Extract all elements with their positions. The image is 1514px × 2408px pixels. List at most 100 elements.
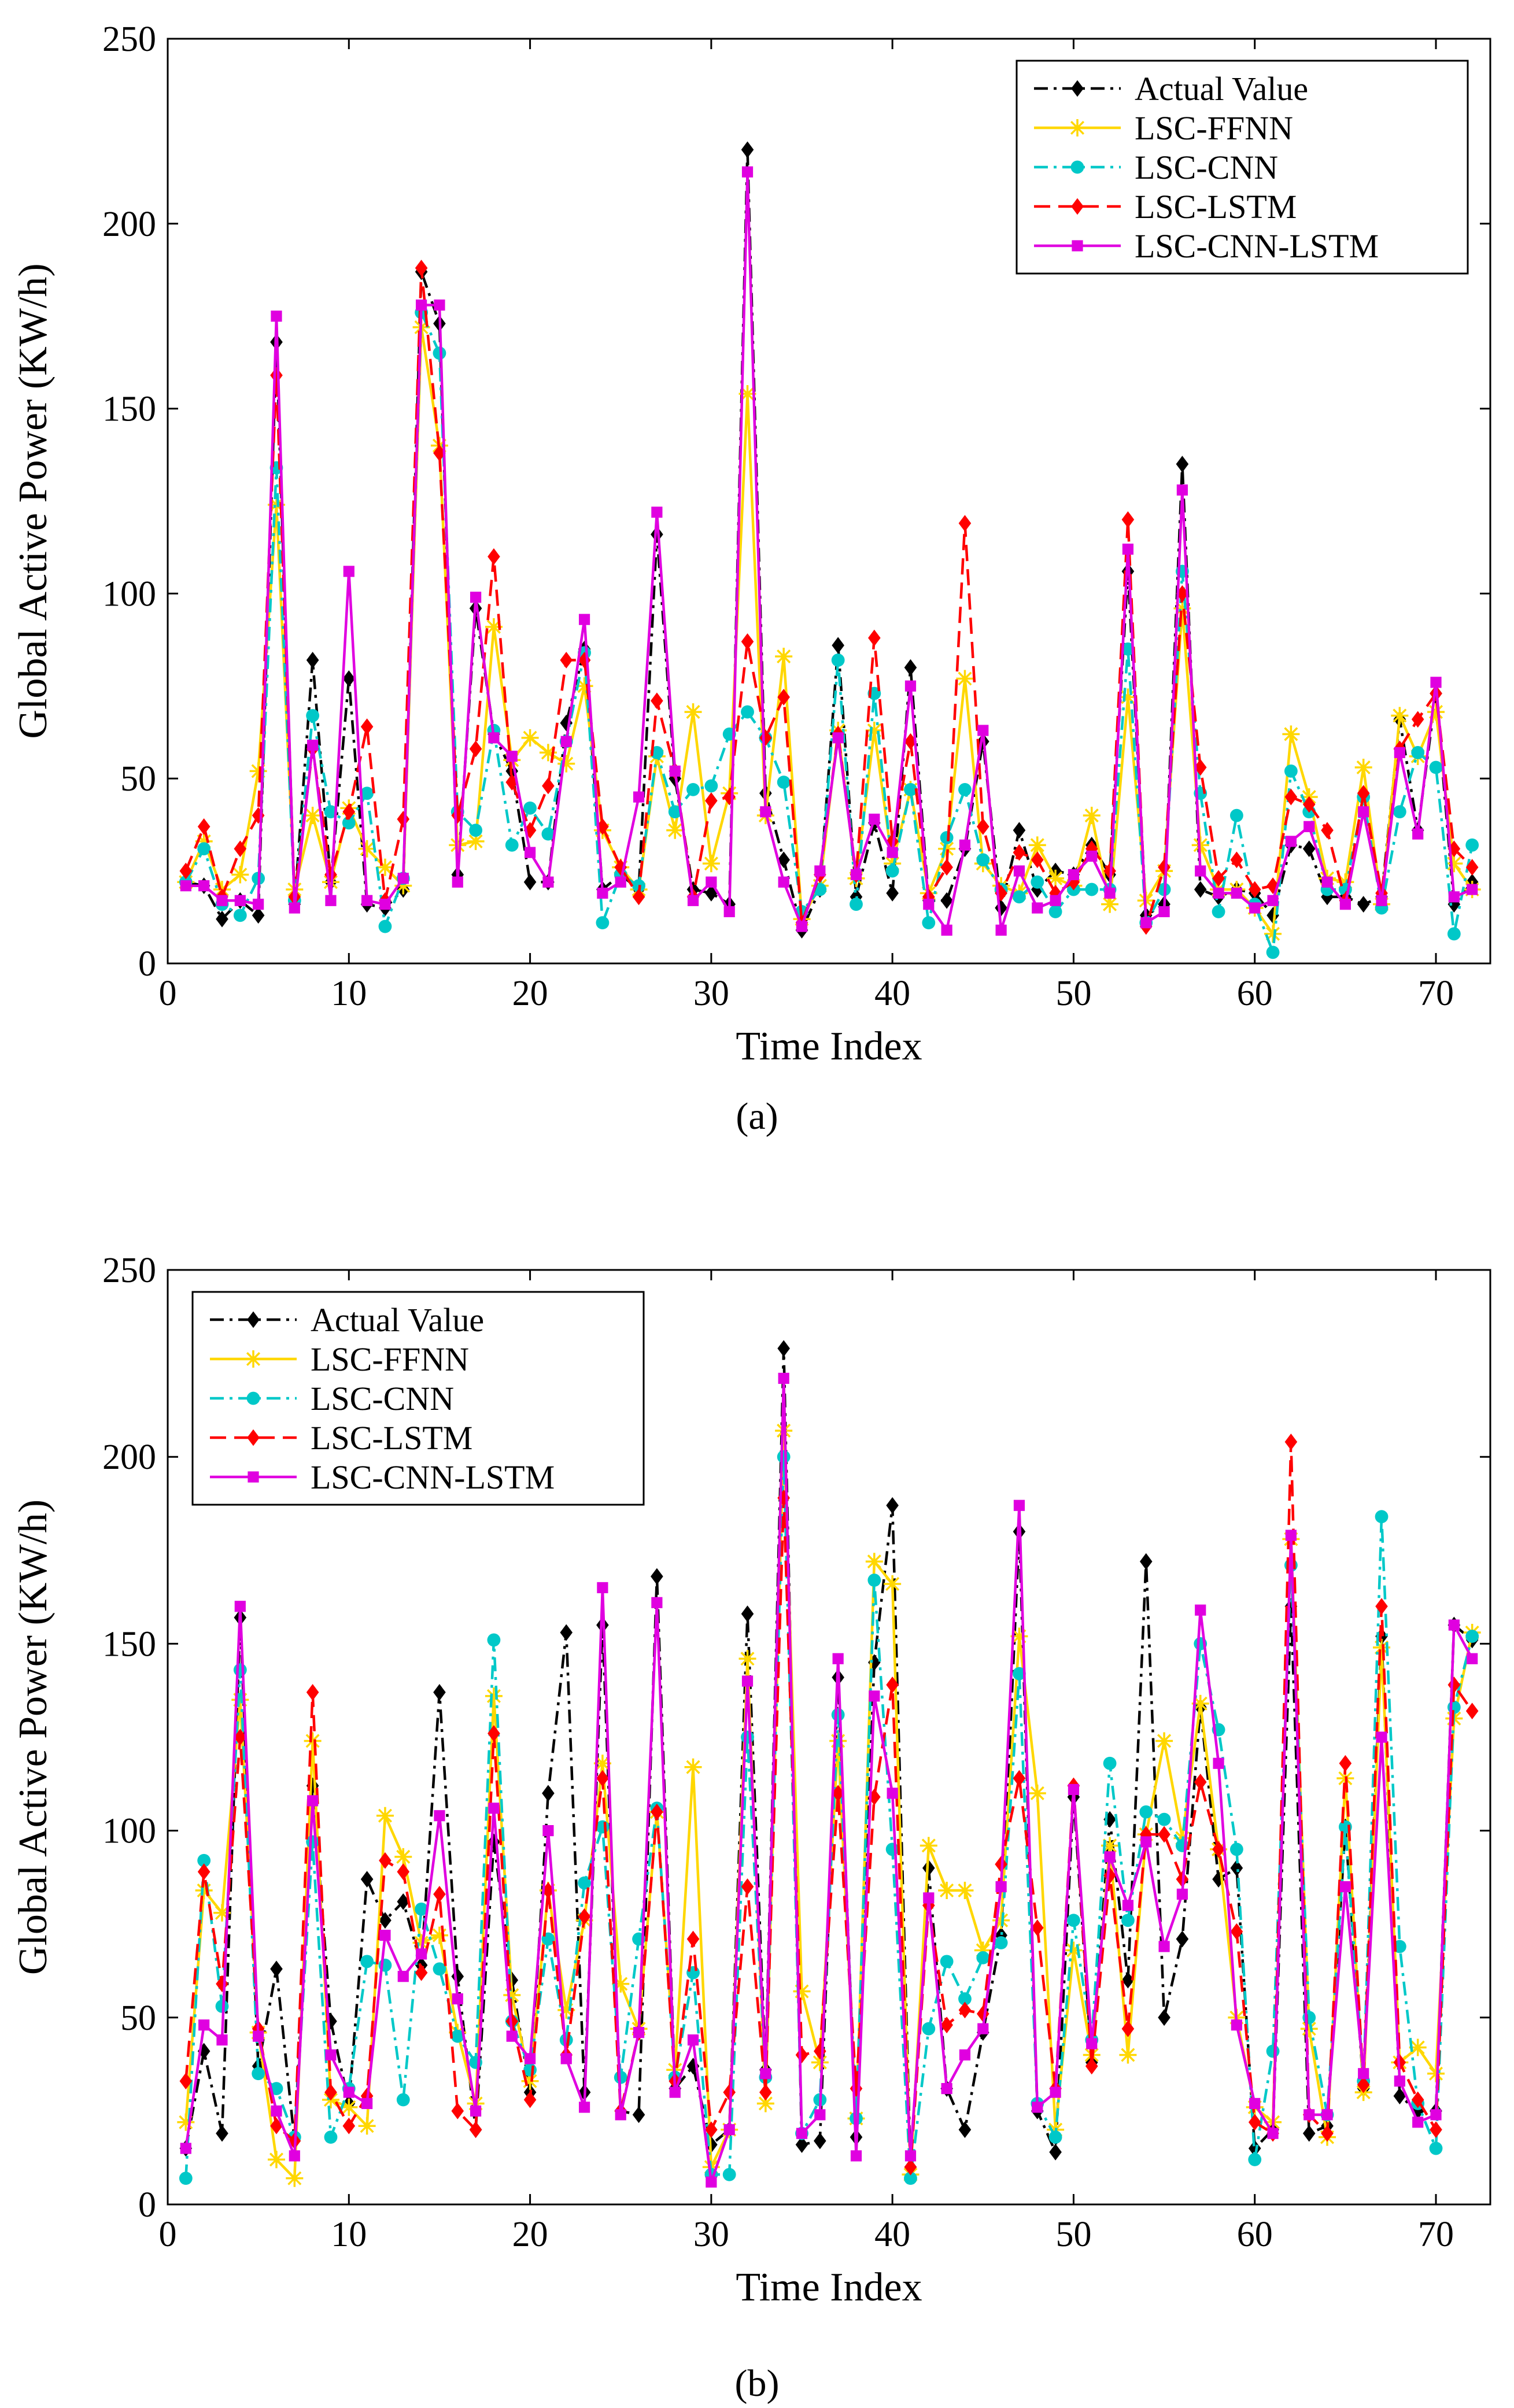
- data-point: [306, 709, 320, 722]
- data-point: [886, 1497, 899, 1514]
- data-point: [850, 2150, 862, 2162]
- data-point: [612, 1975, 630, 1993]
- data-point: [1394, 2075, 1405, 2087]
- x-tick-label: 70: [1418, 974, 1454, 1013]
- data-point: [1158, 906, 1170, 918]
- data-point: [777, 1340, 790, 1357]
- x-tick-label: 60: [1237, 2215, 1273, 2254]
- data-point: [1321, 2125, 1334, 2142]
- data-point: [1375, 1598, 1388, 1615]
- data-point: [1430, 2109, 1442, 2121]
- data-point: [397, 1863, 410, 1881]
- data-point: [885, 864, 899, 878]
- series-line: [184, 1457, 1474, 2179]
- data-point: [958, 1992, 972, 2006]
- data-point: [578, 1908, 591, 1925]
- data-point: [197, 2043, 211, 2060]
- x-tick-label: 40: [874, 2215, 910, 2254]
- data-point: [1248, 2153, 1262, 2166]
- data-point: [994, 1936, 1008, 1949]
- chart-panel-a: 0 10 20 30 40 50 60 70 0 50 100 150 200 250 Time Index…: [11, 20, 1491, 1069]
- legend-marker: [247, 1429, 260, 1446]
- data-point: [904, 659, 917, 676]
- data-point: [976, 818, 989, 835]
- data-point: [216, 910, 228, 928]
- data-point: [651, 507, 663, 518]
- legend-label: LSC-CNN-LSTM: [1135, 227, 1379, 265]
- data-point: [938, 840, 956, 858]
- data-point: [451, 2103, 464, 2119]
- data-point: [1409, 2038, 1427, 2056]
- y-tick-label: 100: [102, 1812, 156, 1851]
- data-point: [1212, 905, 1225, 918]
- data-point: [1173, 599, 1191, 617]
- data-point: [1248, 2114, 1261, 2131]
- data-point: [1013, 1667, 1026, 1681]
- legend-label: Actual Value: [1135, 70, 1308, 108]
- data-point: [615, 876, 626, 888]
- data-point: [197, 1853, 211, 1867]
- data-point: [451, 1968, 464, 1985]
- x-tick-label: 20: [512, 2215, 548, 2254]
- data-point: [977, 2023, 989, 2034]
- data-point: [249, 762, 267, 780]
- data-point: [360, 786, 374, 800]
- data-point: [506, 751, 518, 762]
- data-point: [361, 2097, 373, 2110]
- data-point: [521, 729, 539, 747]
- data-point: [325, 895, 337, 906]
- x-tick-label: 70: [1418, 2215, 1454, 2254]
- data-point: [1158, 2009, 1170, 2026]
- data-point: [904, 782, 917, 796]
- legend-marker: [245, 1350, 262, 1368]
- data-point: [1121, 2020, 1135, 2037]
- data-point: [995, 899, 1007, 917]
- data-point: [1212, 1841, 1225, 1858]
- legend: Actual ValueLSC-FFNNLSC-CNNLSC-LSTMLSC-C…: [1016, 60, 1469, 275]
- data-point: [1031, 1919, 1044, 1937]
- y-tick-label: 0: [138, 944, 156, 984]
- data-point: [198, 2019, 210, 2031]
- data-point: [360, 1871, 374, 1888]
- data-point: [267, 496, 285, 514]
- data-point: [1447, 896, 1461, 913]
- data-point: [1412, 828, 1424, 840]
- legend-label: LSC-LSTM: [311, 1419, 472, 1457]
- data-point: [415, 1902, 429, 1916]
- data-point: [452, 1993, 463, 2005]
- data-point: [433, 346, 446, 360]
- data-point: [306, 652, 319, 669]
- data-point: [506, 2030, 518, 2042]
- data-point: [668, 805, 682, 819]
- data-point: [687, 2034, 699, 2046]
- data-point: [1391, 707, 1409, 725]
- data-point: [1140, 917, 1152, 929]
- data-point: [379, 1852, 392, 1869]
- data-point: [887, 1787, 898, 1799]
- data-point: [234, 1601, 246, 1612]
- data-point: [1447, 840, 1461, 858]
- data-point: [1065, 1941, 1083, 1959]
- data-point: [1465, 1630, 1479, 1643]
- data-point: [578, 1876, 591, 1890]
- data-point: [234, 840, 247, 858]
- data-point: [450, 2029, 464, 2043]
- legend-marker: [1071, 198, 1084, 215]
- data-point: [488, 732, 500, 744]
- series-lsc-cnn-lstm: [180, 166, 1478, 936]
- data-point: [195, 1882, 213, 1900]
- data-point: [467, 832, 485, 850]
- data-point: [632, 888, 645, 906]
- data-point: [1393, 805, 1406, 819]
- data-point: [197, 1863, 211, 1881]
- data-point: [814, 2109, 826, 2121]
- data-point: [1264, 925, 1282, 943]
- data-point: [651, 1568, 663, 1585]
- data-point: [1248, 881, 1261, 898]
- data-point: [578, 2102, 590, 2113]
- y-tick-label: 0: [138, 2185, 156, 2225]
- data-point: [1194, 759, 1207, 776]
- data-point: [705, 2121, 718, 2139]
- data-point: [1122, 544, 1134, 555]
- data-point: [324, 2130, 338, 2144]
